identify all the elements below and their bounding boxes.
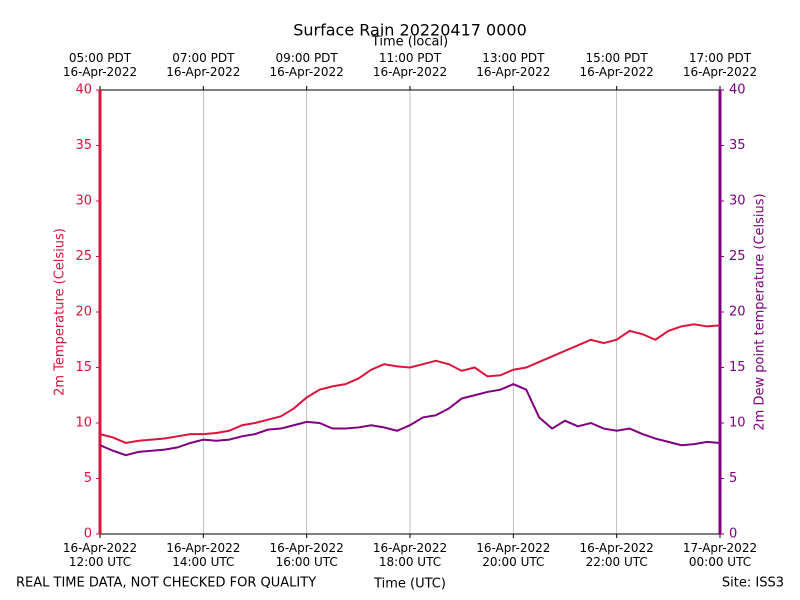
y2-tick-label: 20 <box>729 305 746 320</box>
y-tick-label: 40 <box>75 83 92 98</box>
annotation: Site: ISS3 <box>722 576 784 591</box>
y-tick-label: 30 <box>75 194 92 209</box>
y2-tick-label: 10 <box>729 416 746 431</box>
y-tick-label: 15 <box>75 360 92 375</box>
y2-tick-label: 40 <box>729 83 746 98</box>
x-axis-label: Time (UTC) <box>373 577 446 592</box>
y-tick-label: 20 <box>75 305 92 320</box>
y-tick-label: 10 <box>75 416 92 431</box>
chart-title: Surface Rain 20220417 0000 <box>293 21 527 40</box>
y2-tick-label: 25 <box>729 249 746 264</box>
y2-axis-label: 2m Dew point temperature (Celsius) <box>753 193 768 430</box>
x2-axis-label: Time (local) <box>371 35 448 50</box>
x2-tick-label: 07:00 PDT 16-Apr-2022 <box>166 51 241 79</box>
x2-tick-label: 15:00 PDT 16-Apr-2022 <box>579 51 654 79</box>
data-line <box>99 323 721 445</box>
y-tick-label: 5 <box>84 471 92 486</box>
y-tick-label: 25 <box>75 249 92 264</box>
x2-tick-label: 05:00 PDT 16-Apr-2022 <box>62 51 138 79</box>
x-tick-label: 16-Apr-2022 14:00 UTC <box>166 541 241 569</box>
y2-tick-label: 35 <box>729 138 746 153</box>
x-tick-label: 16-Apr-2022 18:00 UTC <box>372 541 448 569</box>
y-tick-label: 0 <box>84 527 92 542</box>
x-tick-label: 16-Apr-2022 22:00 UTC <box>579 541 654 569</box>
data-line <box>99 383 721 457</box>
x2-tick-label: 13:00 PDT 16-Apr-2022 <box>476 51 551 79</box>
y-axis-label: 2m Temperature (Celsius) <box>53 228 68 396</box>
y2-tick-label: 0 <box>729 527 737 542</box>
x-tick-label: 17-Apr-2022 00:00 UTC <box>682 541 758 569</box>
annotation: REAL TIME DATA, NOT CHECKED FOR QUALITY <box>16 576 316 591</box>
x-tick-label: 16-Apr-2022 12:00 UTC <box>62 541 138 569</box>
x2-tick-label: 09:00 PDT 16-Apr-2022 <box>269 51 344 79</box>
y2-tick-label: 5 <box>729 471 737 486</box>
x2-tick-label: 17:00 PDT 16-Apr-2022 <box>682 51 758 79</box>
y2-tick-label: 15 <box>729 360 746 375</box>
x2-tick-label: 11:00 PDT 16-Apr-2022 <box>372 51 448 79</box>
y2-tick-label: 30 <box>729 194 746 209</box>
x-tick-label: 16-Apr-2022 20:00 UTC <box>476 541 551 569</box>
y-tick-label: 35 <box>75 138 92 153</box>
x-tick-label: 16-Apr-2022 16:00 UTC <box>269 541 344 569</box>
